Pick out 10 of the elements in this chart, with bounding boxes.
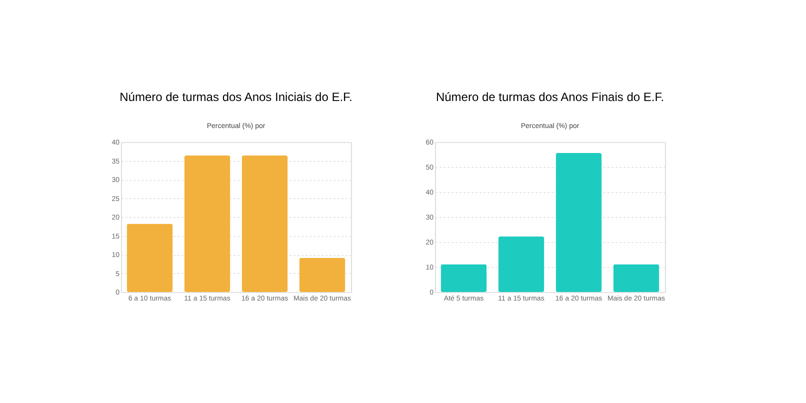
bar	[126, 224, 173, 292]
bar	[299, 258, 346, 292]
bar	[440, 264, 487, 292]
bar	[556, 153, 602, 292]
bar	[613, 264, 660, 292]
bar	[184, 156, 230, 292]
bar	[242, 156, 288, 292]
chart-title: Número de turmas dos Anos Iniciais do E.F.	[120, 90, 352, 104]
chart-title: Número de turmas dos Anos Finais do E.F.	[436, 90, 664, 104]
bar	[498, 236, 544, 292]
